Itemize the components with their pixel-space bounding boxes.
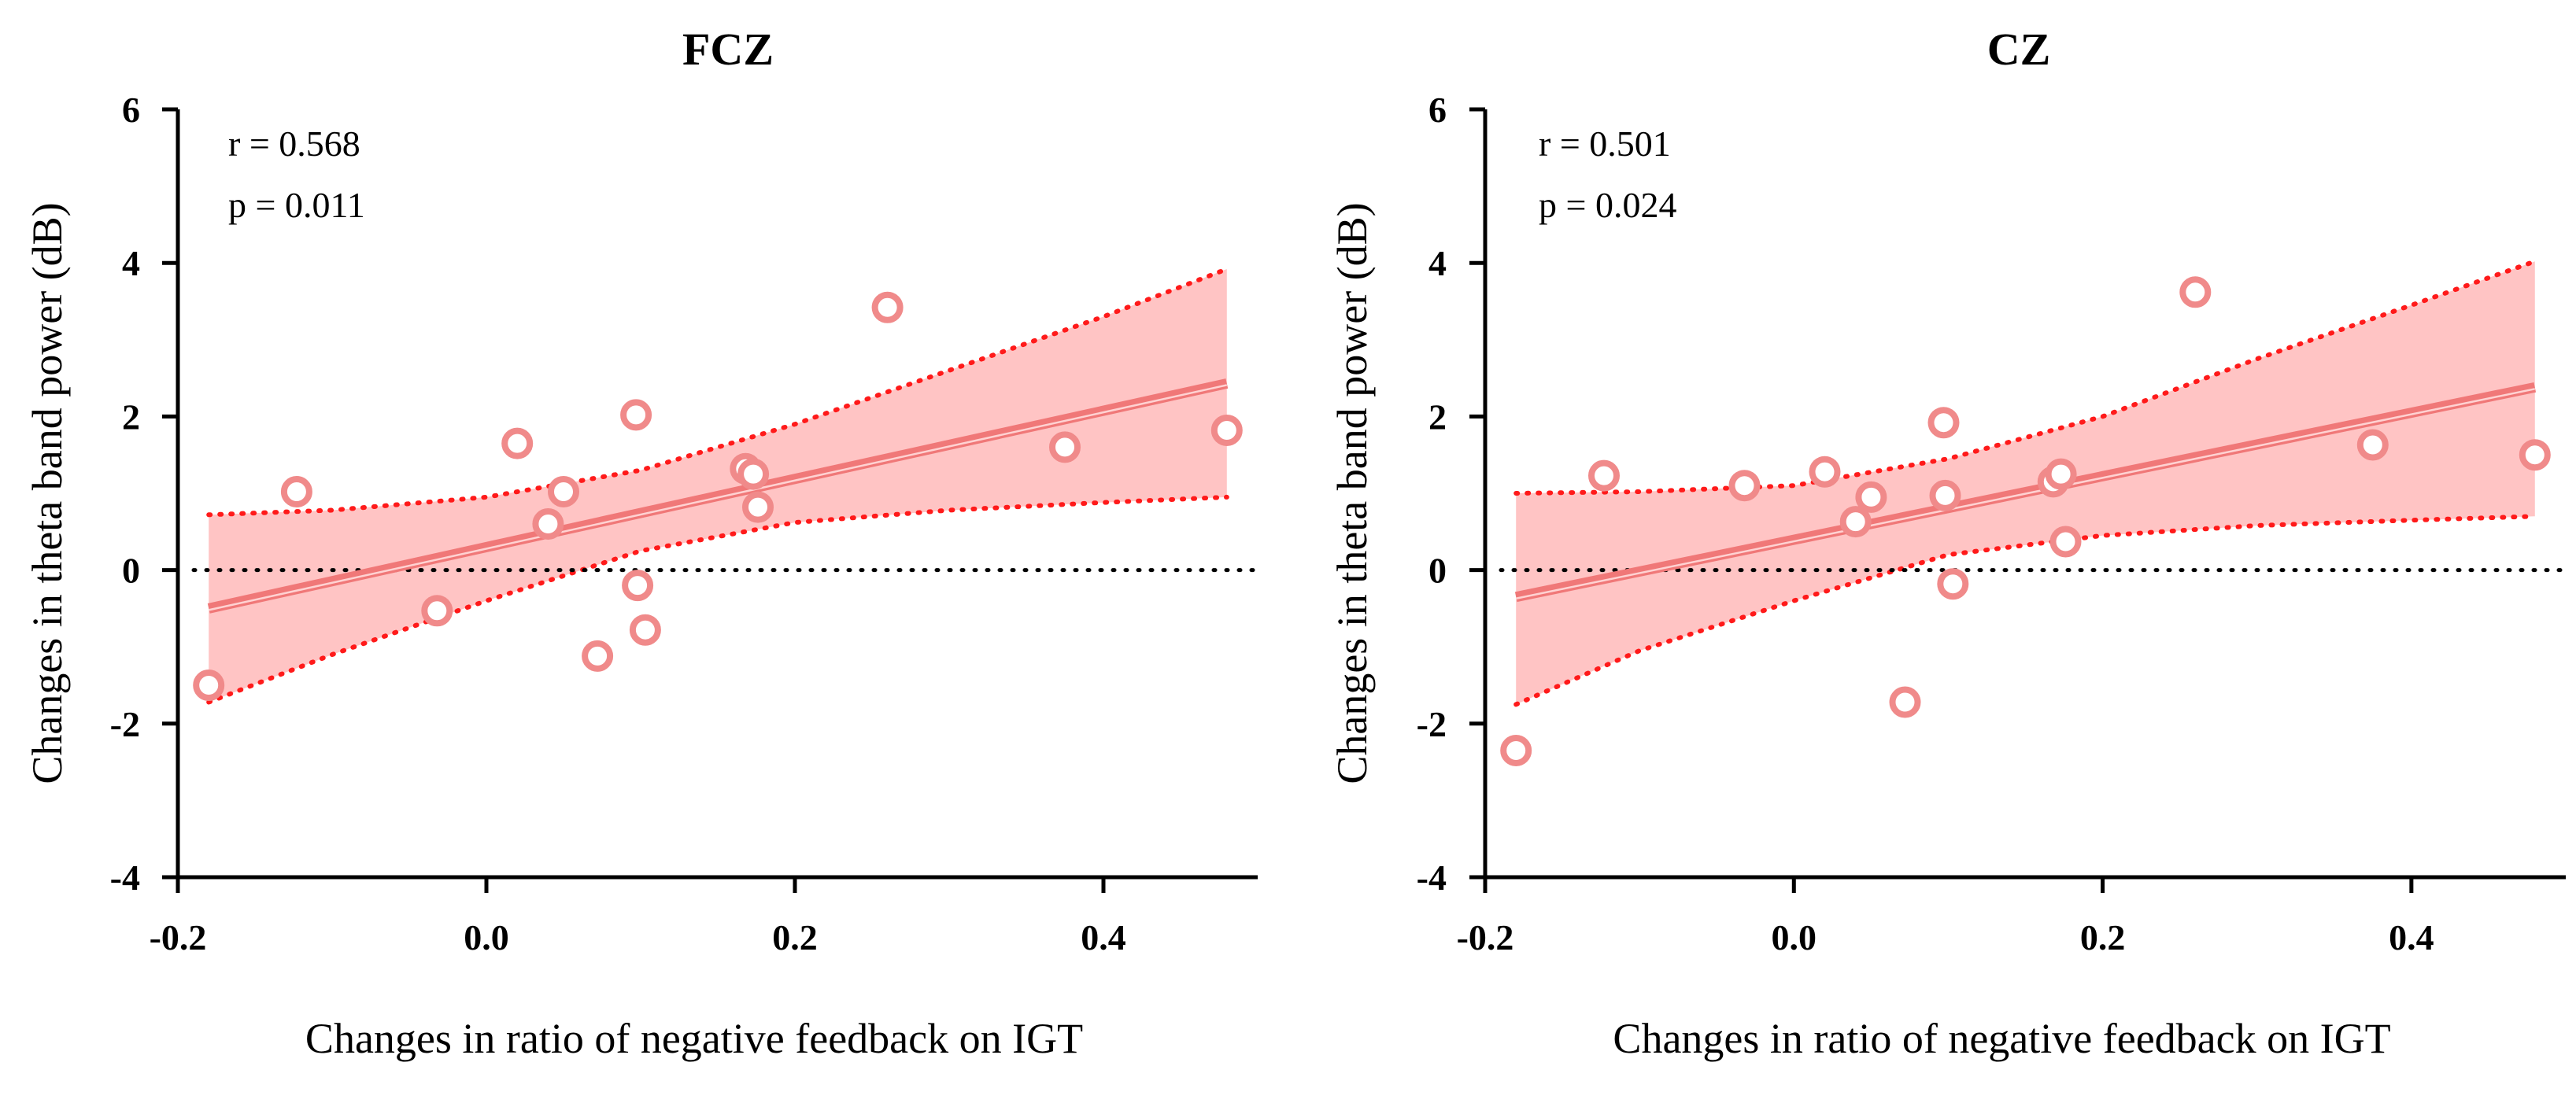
data-point [280, 476, 312, 507]
data-point [1500, 735, 1532, 766]
x-tick-label: 0.0 [1772, 917, 1817, 957]
data-point [2356, 429, 2389, 461]
x-tick-label: -0.2 [150, 917, 207, 957]
data-point [532, 508, 564, 540]
y-tick-label: 0 [1428, 551, 1447, 591]
correlation-r-label: r = 0.501 [1539, 124, 1671, 164]
data-point [1929, 479, 1961, 511]
data-point [1210, 415, 1243, 446]
regression-line-highlight [1515, 388, 2536, 599]
p-value-label: p = 0.011 [228, 185, 365, 225]
data-point [1728, 470, 1761, 502]
data-point [2049, 526, 2082, 558]
y-tick-label: 2 [122, 397, 140, 437]
regression-line-highlight [208, 384, 1228, 611]
data-point [742, 491, 774, 523]
data-point [629, 614, 661, 646]
data-point [871, 291, 904, 323]
y-tick-label: -4 [110, 858, 140, 898]
x-tick-label: 0.0 [464, 917, 509, 957]
chart-title: CZ [1987, 24, 2051, 75]
data-point [2179, 276, 2212, 308]
data-point [1927, 407, 1960, 439]
data-point [2519, 439, 2551, 471]
data-point [737, 458, 770, 490]
regression-line [207, 378, 1229, 614]
p-value-label: p = 0.024 [1539, 185, 1676, 225]
data-point [1839, 506, 1872, 538]
x-tick-label: 0.4 [2389, 917, 2434, 957]
correlation-r-label: r = 0.568 [228, 124, 360, 164]
data-point [193, 670, 225, 701]
x-axis-label: Changes in ratio of negative feedback on… [305, 1015, 1083, 1062]
x-tick-label: 0.4 [1081, 917, 1126, 957]
y-axis-label: Changes in theta band power (dB) [24, 202, 71, 784]
regression-line [1514, 382, 2537, 603]
y-tick-label: -4 [1417, 858, 1447, 898]
y-tick-label: 4 [122, 243, 140, 283]
y-tick-label: 2 [1428, 397, 1447, 437]
data-point [501, 427, 534, 459]
data-point [1889, 686, 1921, 718]
y-tick-label: -2 [1417, 704, 1447, 744]
data-point [582, 640, 614, 672]
confidence-band [209, 269, 1227, 703]
x-tick-label: -0.2 [1457, 917, 1514, 957]
data-point [1809, 456, 1841, 488]
y-tick-label: 4 [1428, 243, 1447, 283]
y-tick-label: -2 [110, 704, 140, 744]
data-point [1049, 431, 1081, 463]
x-tick-label: 0.2 [2080, 917, 2126, 957]
chart-panel-cz: -4 -2 0 2 4 6 -0.2 0.0 0.2 0.4 CZ r = 0.501 p = 0.02… [1329, 24, 2568, 1062]
chart-panel-fcz: -4 -2 0 2 4 6 -0.2 0.0 0.2 0.4 FCZ r = 0.568 p = 0.0… [24, 24, 1260, 1062]
data-point [620, 399, 652, 431]
data-point [1855, 481, 1887, 513]
chart-title: FCZ [682, 24, 774, 75]
y-tick-label: 6 [1428, 90, 1447, 130]
x-axis-label: Changes in ratio of negative feedback on… [1613, 1015, 2390, 1062]
y-tick-label: 6 [122, 90, 140, 130]
y-axis-label: Changes in theta band power (dB) [1329, 202, 1376, 784]
y-tick-label: 0 [122, 551, 140, 591]
data-point [548, 476, 579, 507]
data-point [1588, 459, 1620, 492]
ci-upper-line [206, 267, 1229, 518]
data-point [2045, 458, 2077, 490]
data-point [421, 595, 453, 627]
ci-upper-line [1513, 259, 2537, 496]
confidence-band [1516, 261, 2535, 705]
x-tick-label: 0.2 [772, 917, 818, 957]
data-point [622, 570, 654, 602]
data-point [1937, 568, 1969, 600]
